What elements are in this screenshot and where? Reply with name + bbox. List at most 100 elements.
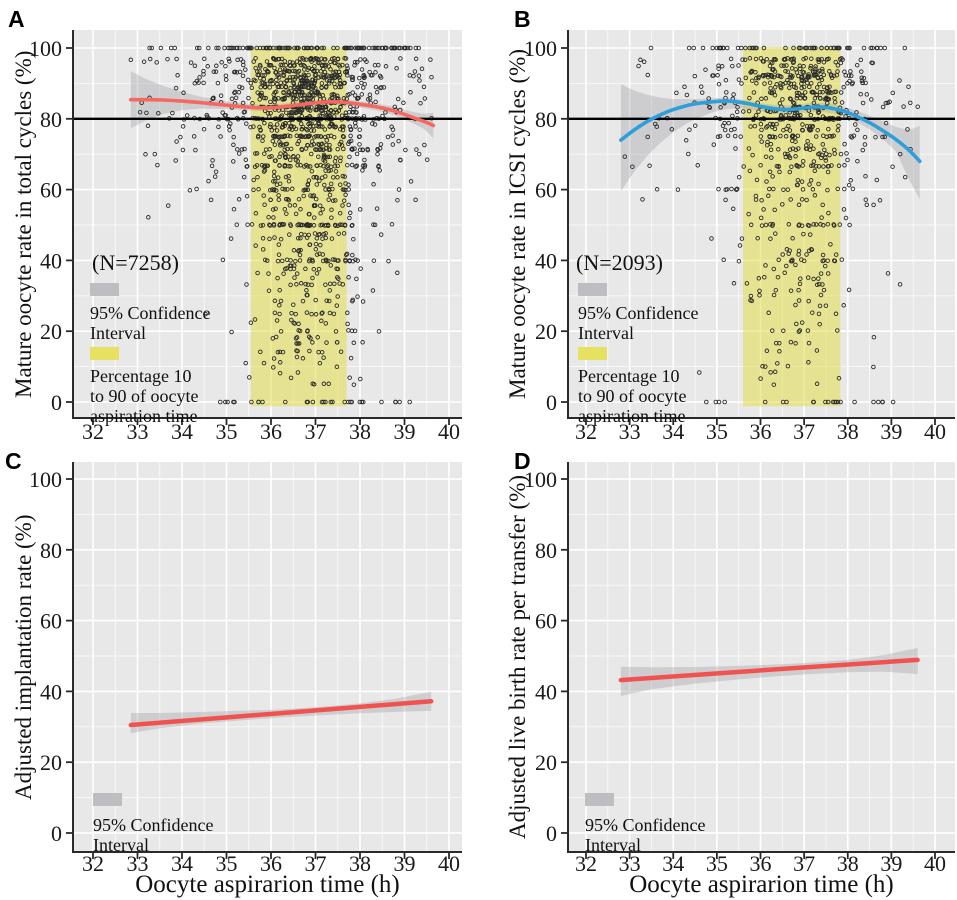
confidence-interval-label-line1: 95% Confidence bbox=[93, 815, 214, 835]
confidence-interval-label-line2: Interval bbox=[585, 835, 641, 855]
svg-text:20: 20 bbox=[40, 750, 62, 775]
panel-d-letter: D bbox=[514, 448, 531, 474]
percentile-band-label-line3: aspiration time bbox=[90, 406, 198, 426]
svg-text:0: 0 bbox=[51, 390, 62, 415]
panel-a-plot: 32 33 34 35 36 37 38 39 40 0 20 40 60 80 100 bbox=[29, 30, 462, 444]
svg-text:40: 40 bbox=[535, 679, 557, 704]
panel-c-x-axis-title: Oocyte aspirarion time (h) bbox=[135, 871, 400, 898]
svg-text:39: 39 bbox=[880, 419, 902, 444]
panel-a-y-axis-title: Mature oocyte rate in total cycles (%) bbox=[11, 50, 36, 398]
svg-text:32: 32 bbox=[82, 419, 104, 444]
svg-text:0: 0 bbox=[51, 821, 62, 846]
svg-text:100: 100 bbox=[29, 467, 62, 492]
svg-text:35: 35 bbox=[706, 851, 728, 876]
confidence-interval-label-line1: 95% Confidence bbox=[578, 303, 699, 323]
svg-text:34: 34 bbox=[171, 851, 193, 876]
panel-d-plot: 32 33 34 35 36 37 38 39 40 0 20 40 60 80 100 bbox=[524, 462, 955, 876]
panel-a-sample-size: (N=7258) bbox=[92, 250, 179, 275]
panel-c-y-axis-title: Adjusted implantation rate (%) bbox=[11, 514, 36, 800]
svg-text:33: 33 bbox=[127, 851, 149, 876]
svg-text:36: 36 bbox=[750, 419, 772, 444]
svg-text:35: 35 bbox=[706, 419, 728, 444]
svg-text:60: 60 bbox=[535, 609, 557, 634]
svg-text:34: 34 bbox=[662, 851, 684, 876]
confidence-interval-swatch bbox=[93, 793, 122, 806]
svg-text:60: 60 bbox=[535, 178, 557, 203]
svg-text:0: 0 bbox=[546, 821, 557, 846]
svg-text:40: 40 bbox=[924, 419, 946, 444]
percentile-band-label-line2: to 90 of oocyte bbox=[578, 386, 687, 406]
panel-c-letter: C bbox=[5, 448, 22, 474]
panel-d-x-axis-title: Oocyte aspirarion time (h) bbox=[629, 871, 894, 898]
svg-text:60: 60 bbox=[40, 609, 62, 634]
confidence-interval-label-line2: Interval bbox=[90, 323, 146, 343]
confidence-interval-label-line2: Interval bbox=[578, 323, 634, 343]
svg-text:37: 37 bbox=[793, 419, 815, 444]
svg-text:34: 34 bbox=[662, 419, 684, 444]
svg-text:32: 32 bbox=[575, 419, 597, 444]
svg-text:39: 39 bbox=[394, 419, 416, 444]
percentile-band-swatch bbox=[578, 347, 607, 360]
svg-text:34: 34 bbox=[171, 419, 193, 444]
panel-c-plot: 32 33 34 35 36 37 38 39 40 0 20 40 60 80 100 bbox=[29, 462, 462, 876]
svg-text:36: 36 bbox=[260, 419, 282, 444]
svg-text:38: 38 bbox=[349, 419, 371, 444]
panel-b-legend: 95% Confidence Interval Percentage 10 to… bbox=[578, 283, 698, 426]
svg-text:35: 35 bbox=[216, 419, 238, 444]
svg-text:100: 100 bbox=[29, 36, 62, 61]
panel-c-legend: 95% Confidence Interval bbox=[93, 793, 213, 855]
svg-text:20: 20 bbox=[535, 750, 557, 775]
svg-text:20: 20 bbox=[535, 319, 557, 344]
svg-text:80: 80 bbox=[40, 107, 62, 132]
svg-text:33: 33 bbox=[619, 419, 641, 444]
panel-b-sample-size: (N=2093) bbox=[576, 250, 663, 275]
panel-b-y-axis-title: Mature oocyte rate in ICSI cycles (%) bbox=[505, 49, 530, 399]
panel-a-letter: A bbox=[8, 6, 25, 32]
percentile-band-label-line1: Percentage 10 bbox=[578, 366, 680, 386]
svg-text:38: 38 bbox=[349, 851, 371, 876]
svg-text:37: 37 bbox=[305, 851, 327, 876]
svg-text:40: 40 bbox=[438, 851, 460, 876]
svg-text:32: 32 bbox=[82, 851, 104, 876]
svg-text:39: 39 bbox=[880, 851, 902, 876]
svg-text:20: 20 bbox=[40, 319, 62, 344]
svg-text:36: 36 bbox=[260, 851, 282, 876]
svg-text:80: 80 bbox=[40, 538, 62, 563]
confidence-interval-swatch bbox=[578, 283, 607, 296]
svg-text:100: 100 bbox=[524, 36, 557, 61]
percentile-band-label-line3: aspiration time bbox=[578, 406, 686, 426]
confidence-interval-label-line1: 95% Confidence bbox=[585, 815, 706, 835]
percentile-band-label-line1: Percentage 10 bbox=[90, 366, 192, 386]
confidence-interval-swatch bbox=[585, 793, 614, 806]
svg-text:40: 40 bbox=[40, 679, 62, 704]
svg-text:33: 33 bbox=[127, 419, 149, 444]
svg-text:40: 40 bbox=[924, 851, 946, 876]
svg-text:60: 60 bbox=[40, 178, 62, 203]
svg-text:39: 39 bbox=[394, 851, 416, 876]
svg-text:32: 32 bbox=[575, 851, 597, 876]
panel-d-legend: 95% Confidence Interval bbox=[585, 793, 705, 855]
percentile-band-swatch bbox=[90, 347, 119, 360]
svg-text:38: 38 bbox=[837, 851, 859, 876]
svg-text:80: 80 bbox=[535, 538, 557, 563]
svg-text:100: 100 bbox=[524, 467, 557, 492]
confidence-interval-swatch bbox=[90, 283, 119, 296]
percentile-band-label-line2: to 90 of oocyte bbox=[90, 386, 199, 406]
svg-text:36: 36 bbox=[750, 851, 772, 876]
confidence-interval-label-line2: Interval bbox=[93, 835, 149, 855]
svg-text:37: 37 bbox=[305, 419, 327, 444]
confidence-interval-label-line1: 95% Confidence bbox=[90, 303, 211, 323]
panel-a-legend: 95% Confidence Interval Percentage 10 to… bbox=[90, 283, 210, 426]
svg-text:33: 33 bbox=[619, 851, 641, 876]
svg-text:38: 38 bbox=[837, 419, 859, 444]
panel-b-letter: B bbox=[514, 6, 531, 32]
svg-text:40: 40 bbox=[535, 248, 557, 273]
svg-text:40: 40 bbox=[40, 248, 62, 273]
panel-d-y-axis-title: Adjusted live birth rate per transfer (%… bbox=[505, 474, 530, 840]
svg-text:0: 0 bbox=[546, 390, 557, 415]
svg-text:37: 37 bbox=[793, 851, 815, 876]
panel-b-plot: 32 33 34 35 36 37 38 39 40 0 20 40 60 80 100 bbox=[524, 30, 955, 444]
svg-text:40: 40 bbox=[438, 419, 460, 444]
svg-text:80: 80 bbox=[535, 107, 557, 132]
